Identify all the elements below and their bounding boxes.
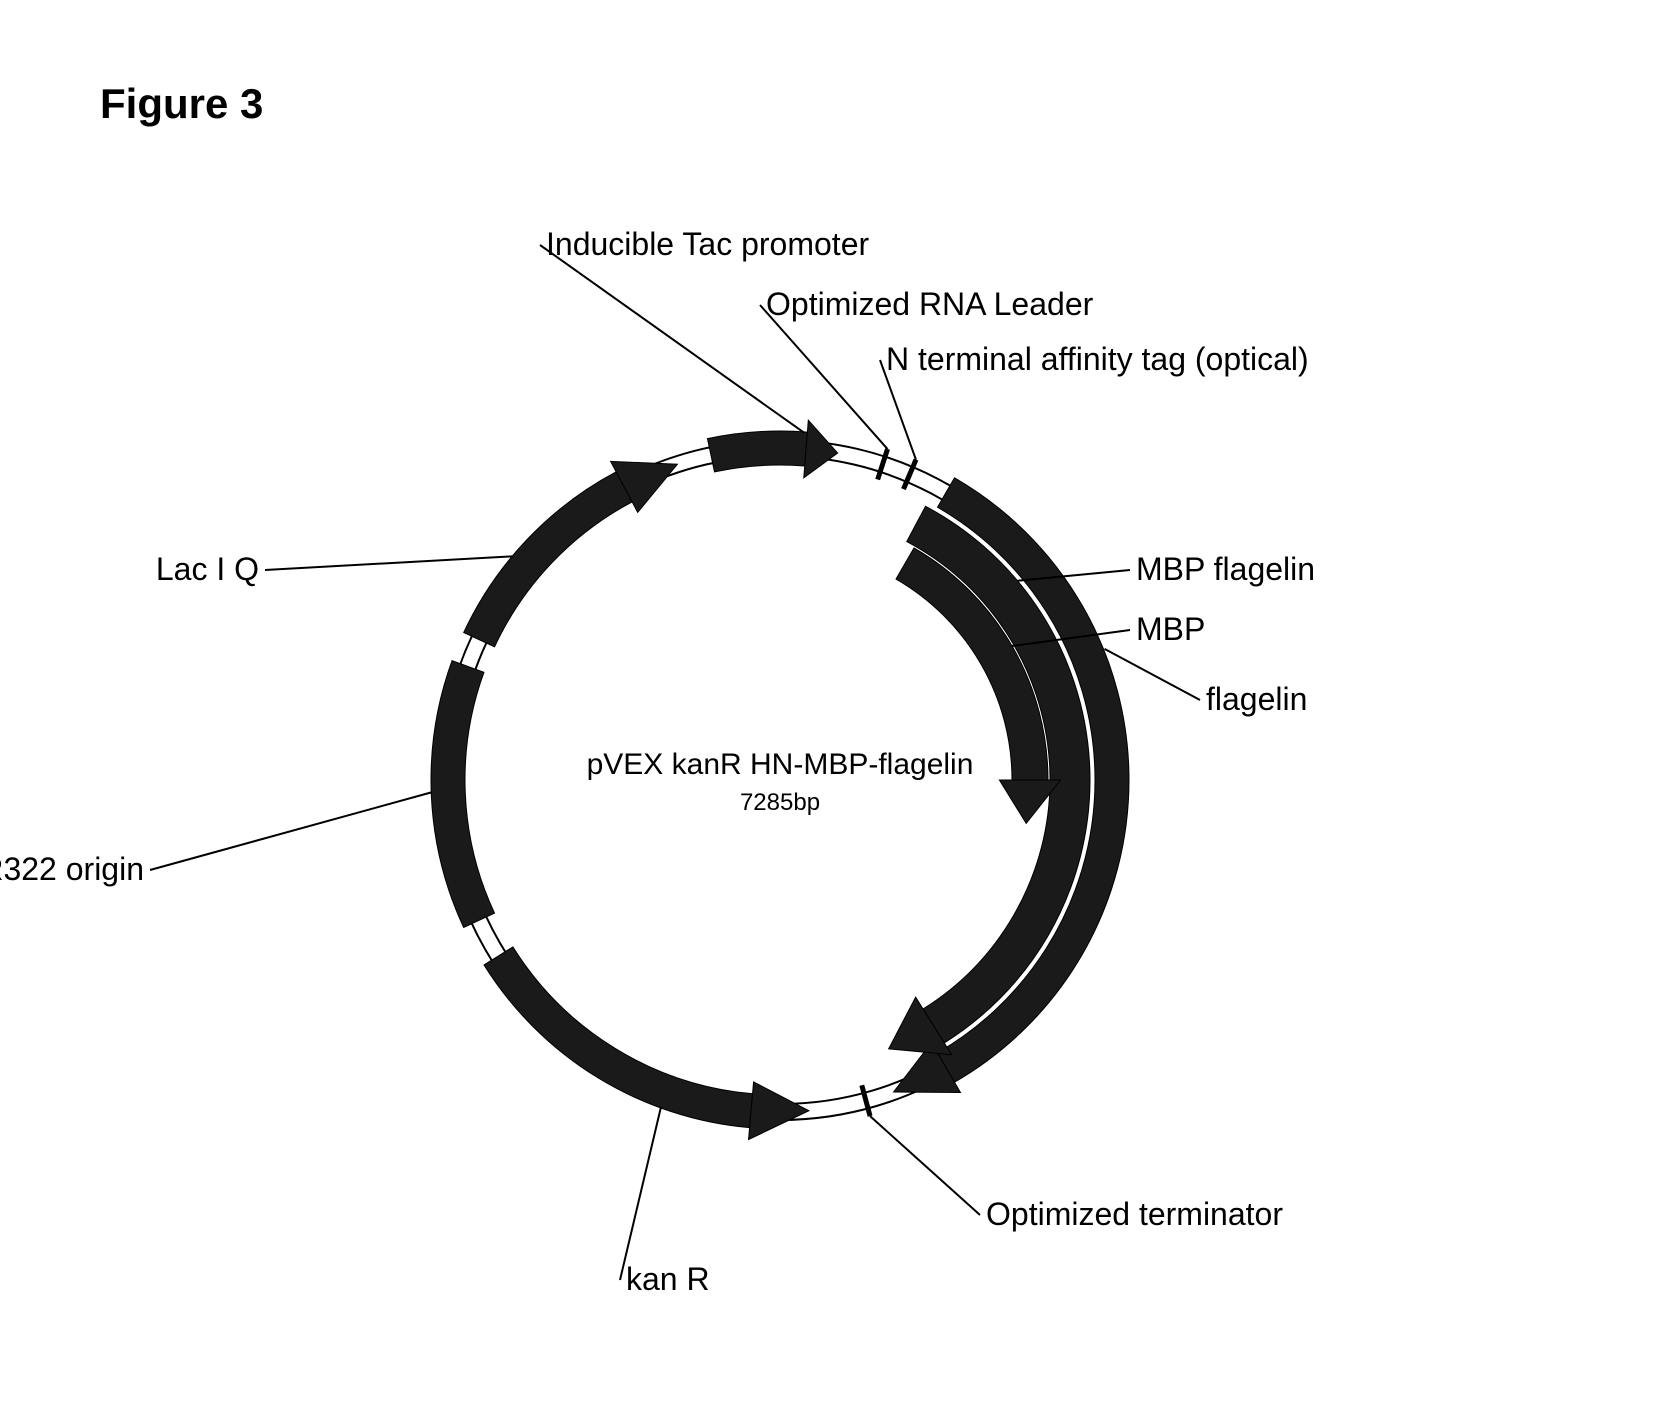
flagelin-label: flagelin: [1206, 681, 1307, 717]
n-tag-label: N terminal affinity tag (optical): [886, 341, 1309, 377]
lac-iq-label: Lac I Q: [156, 551, 259, 587]
feature-kan-r: [484, 947, 809, 1140]
pbr322-label: pBR322 origin: [0, 851, 144, 887]
tac-promoter-label: Inducible Tac promoter: [546, 226, 869, 262]
rna-leader-label: Optimized RNA Leader: [766, 286, 1094, 322]
plasmid-center-subtitle: 7285bp: [740, 789, 820, 816]
terminator-label: Optimized terminator: [986, 1196, 1283, 1232]
flagelin-label-leader: [1105, 649, 1200, 700]
kan-r-label: kan R: [626, 1261, 710, 1297]
feature-pbr322-origin: [431, 661, 495, 928]
plasmid-diagram: Inducible Tac promoter Optimized RNA Lead…: [0, 0, 1680, 1417]
kan-r-label-leader: [620, 1107, 661, 1280]
feature-lac-iq: [464, 461, 678, 647]
plasmid-center-title: pVEX kanR HN-MBP-flagelin: [587, 748, 974, 781]
pbr322-label-leader: [150, 792, 432, 870]
feature-tac-promoter: [707, 420, 837, 478]
lac-iq-label-leader: [265, 556, 513, 570]
mbp-label: MBP: [1136, 611, 1205, 647]
tac-promoter-label-leader: [540, 245, 804, 433]
terminator-label-leader: [870, 1116, 980, 1215]
rna-leader-label-leader: [760, 305, 888, 449]
mbp-flagelin-label: MBP flagelin: [1136, 551, 1315, 587]
